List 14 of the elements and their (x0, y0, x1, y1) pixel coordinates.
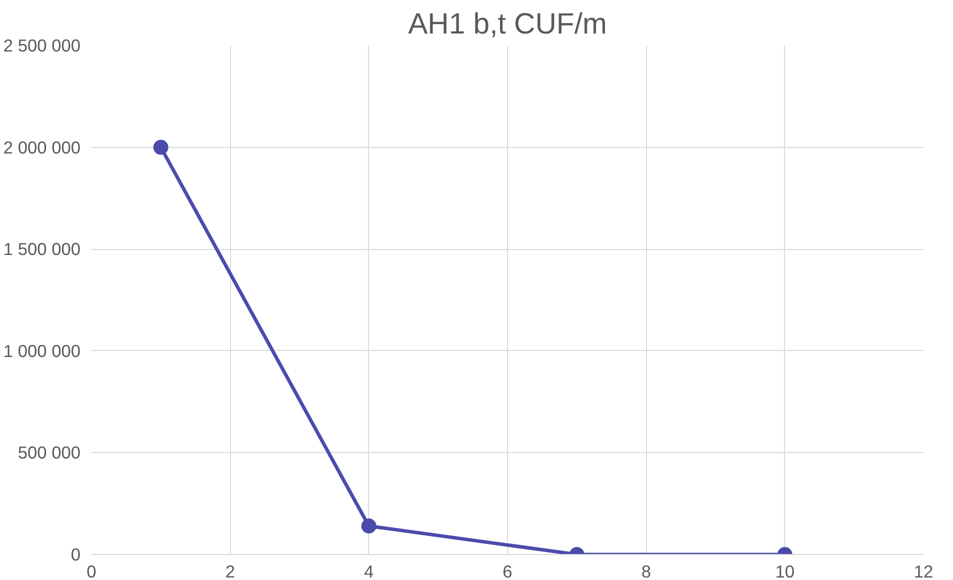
y-tick-label: 1 000 000 (3, 340, 81, 361)
x-tick-label: 0 (86, 562, 96, 580)
x-tick-label: 6 (502, 562, 512, 580)
x-tick-label: 8 (641, 562, 651, 580)
chart-title: AH1 b,t CUF/m (408, 8, 607, 40)
y-tick-label: 1 500 000 (3, 239, 81, 260)
x-tick-label: 12 (914, 562, 934, 580)
y-tick-label: 2 500 000 (3, 36, 81, 56)
y-tick-label: 2 000 000 (3, 137, 81, 158)
x-tick-label: 10 (775, 562, 794, 580)
x-tick-label: 4 (364, 562, 374, 580)
y-tick-label: 0 (70, 544, 81, 564)
x-tick-label: 2 (225, 562, 235, 580)
y-tick-label: 500 000 (18, 442, 81, 463)
